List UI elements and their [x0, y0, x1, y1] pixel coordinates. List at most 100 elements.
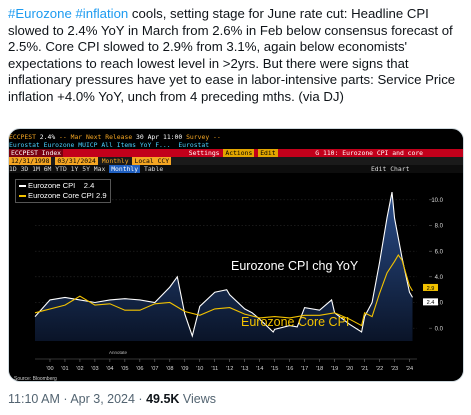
core-annotation: Eurozone Core CPI [241, 315, 349, 329]
range-3d[interactable]: 3D [20, 165, 29, 173]
range-selected[interactable]: Monthly [109, 165, 141, 173]
last-value-tag-text: 2.9 [427, 286, 435, 292]
legend-headline: Eurozone CPI 2.4 [19, 181, 107, 191]
unch: -- [59, 133, 67, 141]
x-tick-label: '14 [256, 366, 263, 372]
period: Mar [70, 133, 83, 141]
range-ytd[interactable]: YTD [55, 165, 67, 173]
last-value-tag [423, 283, 438, 291]
last-value: 2.4% [39, 133, 56, 141]
x-tick-label: '09 [181, 366, 188, 372]
y-tick-label: 4.0 [435, 275, 444, 281]
page-title: G 110: Eurozone CPI and core [315, 149, 424, 157]
date-from-input[interactable]: 12/31/1998 [9, 157, 52, 165]
hashtag-eurozone[interactable]: #Eurozone [8, 6, 72, 21]
x-tick-label: '23 [391, 366, 398, 372]
x-tick-label: '05 [121, 366, 128, 372]
source: Eurostat [178, 141, 210, 149]
legend-headline-name: Eurozone CPI [28, 181, 76, 190]
x-tick-label: '15 [271, 366, 278, 372]
range-1m[interactable]: 1M [32, 165, 40, 173]
range-1y[interactable]: 1Y [70, 165, 79, 173]
last-value-tag [423, 298, 438, 306]
chart-legend: Eurozone CPI 2.4 Eurozone Core CPI 2.9 [15, 179, 111, 203]
legend-swatch-headline [19, 185, 26, 187]
legend-headline-value: 2.4 [83, 181, 95, 190]
headline-cpi-line [34, 191, 413, 338]
ticker: ECCPEST [9, 133, 36, 141]
x-tick-label: '00 [46, 366, 53, 372]
x-tick-label: '11 [211, 366, 218, 372]
x-tick-label: '13 [241, 366, 248, 372]
x-tick-label: '07 [151, 366, 158, 372]
x-tick-label: '24 [406, 366, 413, 372]
y-axis: 0.0 2.0 4.0 6.0 8.0 10.0 [429, 198, 444, 332]
x-tick-label: '17 [301, 366, 308, 372]
hashtag-inflation[interactable]: #inflation [75, 6, 129, 21]
frequency-select[interactable]: Monthly [101, 157, 129, 165]
legend-core-name: Eurozone Core CPI [28, 191, 94, 200]
terminal-date-row: 12/31/1998 03/31/2024 Monthly Local CCY [9, 157, 463, 165]
x-tick-label: '03 [91, 366, 98, 372]
cpi-chart: 0.02.04.06.08.010.0 '00'01'02'03'04'05'0… [9, 173, 463, 382]
legend-core: Eurozone Core CPI 2.9 [19, 191, 107, 201]
x-tick-label: '22 [376, 366, 383, 372]
terminal-description-row: Eurostat Eurozone MUICP All Items YoY F.… [9, 141, 463, 149]
x-tick-label: '08 [166, 366, 173, 372]
last-value-tag-text: 2.4 [427, 300, 435, 306]
legend-swatch-core [19, 195, 26, 197]
range-5y[interactable]: 5Y [82, 165, 90, 173]
legend-core-value: 2.9 [95, 191, 107, 200]
source-footer: Source: Bloomberg [14, 376, 57, 382]
core-cpi-line [34, 254, 413, 327]
x-tick-label: '02 [76, 366, 83, 372]
range-6m[interactable]: 6M [43, 165, 52, 173]
view-count: 49.5K [146, 392, 180, 406]
views-label: Views [182, 392, 217, 406]
x-tick-label: '19 [331, 366, 338, 372]
headline-annotation: Eurozone CPI chg YoY [231, 259, 359, 273]
tweet-time[interactable]: 11:10 AM [8, 392, 60, 406]
y-tick-label: 0.0 [435, 326, 444, 332]
terminal-toolbar: ECCPEST Index Settings Actions Edit G 11… [9, 149, 463, 157]
y-tick-label: 2.0 [435, 301, 444, 307]
y-tick-label: 8.0 [435, 224, 444, 230]
x-tick-label: '16 [286, 366, 293, 372]
x-tick-label: '10 [196, 366, 203, 372]
edit-chart-button[interactable]: Edit Chart [370, 165, 410, 173]
x-tick-label: '20 [346, 366, 353, 372]
annotate-marker: Annotate [109, 350, 128, 355]
headline-cpi-area [35, 192, 413, 341]
range-max[interactable]: Max [93, 165, 106, 173]
tweet-footer: 11:10 AM · Apr 3, 2024 · 49.5K Views [8, 392, 217, 406]
x-tick-label: '12 [226, 366, 233, 372]
x-tick-label: '21 [361, 366, 368, 372]
y-tick-label: 6.0 [435, 249, 444, 255]
x-tick-label: '01 [61, 366, 68, 372]
tweet-text: #Eurozone #inflation cools, setting stag… [8, 6, 464, 106]
x-tick-label: '18 [316, 366, 323, 372]
last-value-tags: 2.9 2.4 [423, 283, 438, 306]
x-tick-label: '04 [106, 366, 113, 372]
next-release: 30 Apr 11:00 [136, 133, 183, 141]
date-to-input[interactable]: 03/31/2024 [55, 157, 98, 165]
tweet-body: cools, setting stage for June rate cut: … [8, 6, 456, 104]
range-1d[interactable]: 1D [9, 165, 17, 173]
x-axis: '00 '01 '02 '03 '04 '05 '06 '07 '08 '09 '10 '11 '12 '… [35, 358, 417, 372]
terminal-range-row: 1D 3D 1M 6M YTD 1Y 5Y Max Monthly Table … [9, 165, 463, 173]
x-tick-label: '06 [136, 366, 143, 372]
actions-button[interactable]: Actions [223, 149, 255, 157]
description: Eurostat Eurozone MUICP All Items YoY F.… [9, 141, 171, 149]
y-tick-label: 10.0 [431, 198, 443, 204]
security-field[interactable]: ECCPEST Index [9, 149, 64, 157]
edit-button[interactable]: Edit [258, 149, 278, 157]
terminal-header-row: ECCPEST 2.4% -- Mar Next Release 30 Apr … [9, 133, 463, 141]
tweet-date[interactable]: Apr 3, 2024 [70, 392, 135, 406]
table-button[interactable]: Table [143, 165, 164, 173]
next-release-label: Next Release [86, 133, 133, 141]
settings-button[interactable]: Settings [188, 149, 220, 157]
survey: -- [213, 133, 221, 141]
survey-label: Survey [186, 133, 210, 141]
chart-image[interactable]: ECCPEST 2.4% -- Mar Next Release 30 Apr … [8, 128, 464, 382]
currency-select[interactable]: Local CCY [132, 157, 172, 165]
